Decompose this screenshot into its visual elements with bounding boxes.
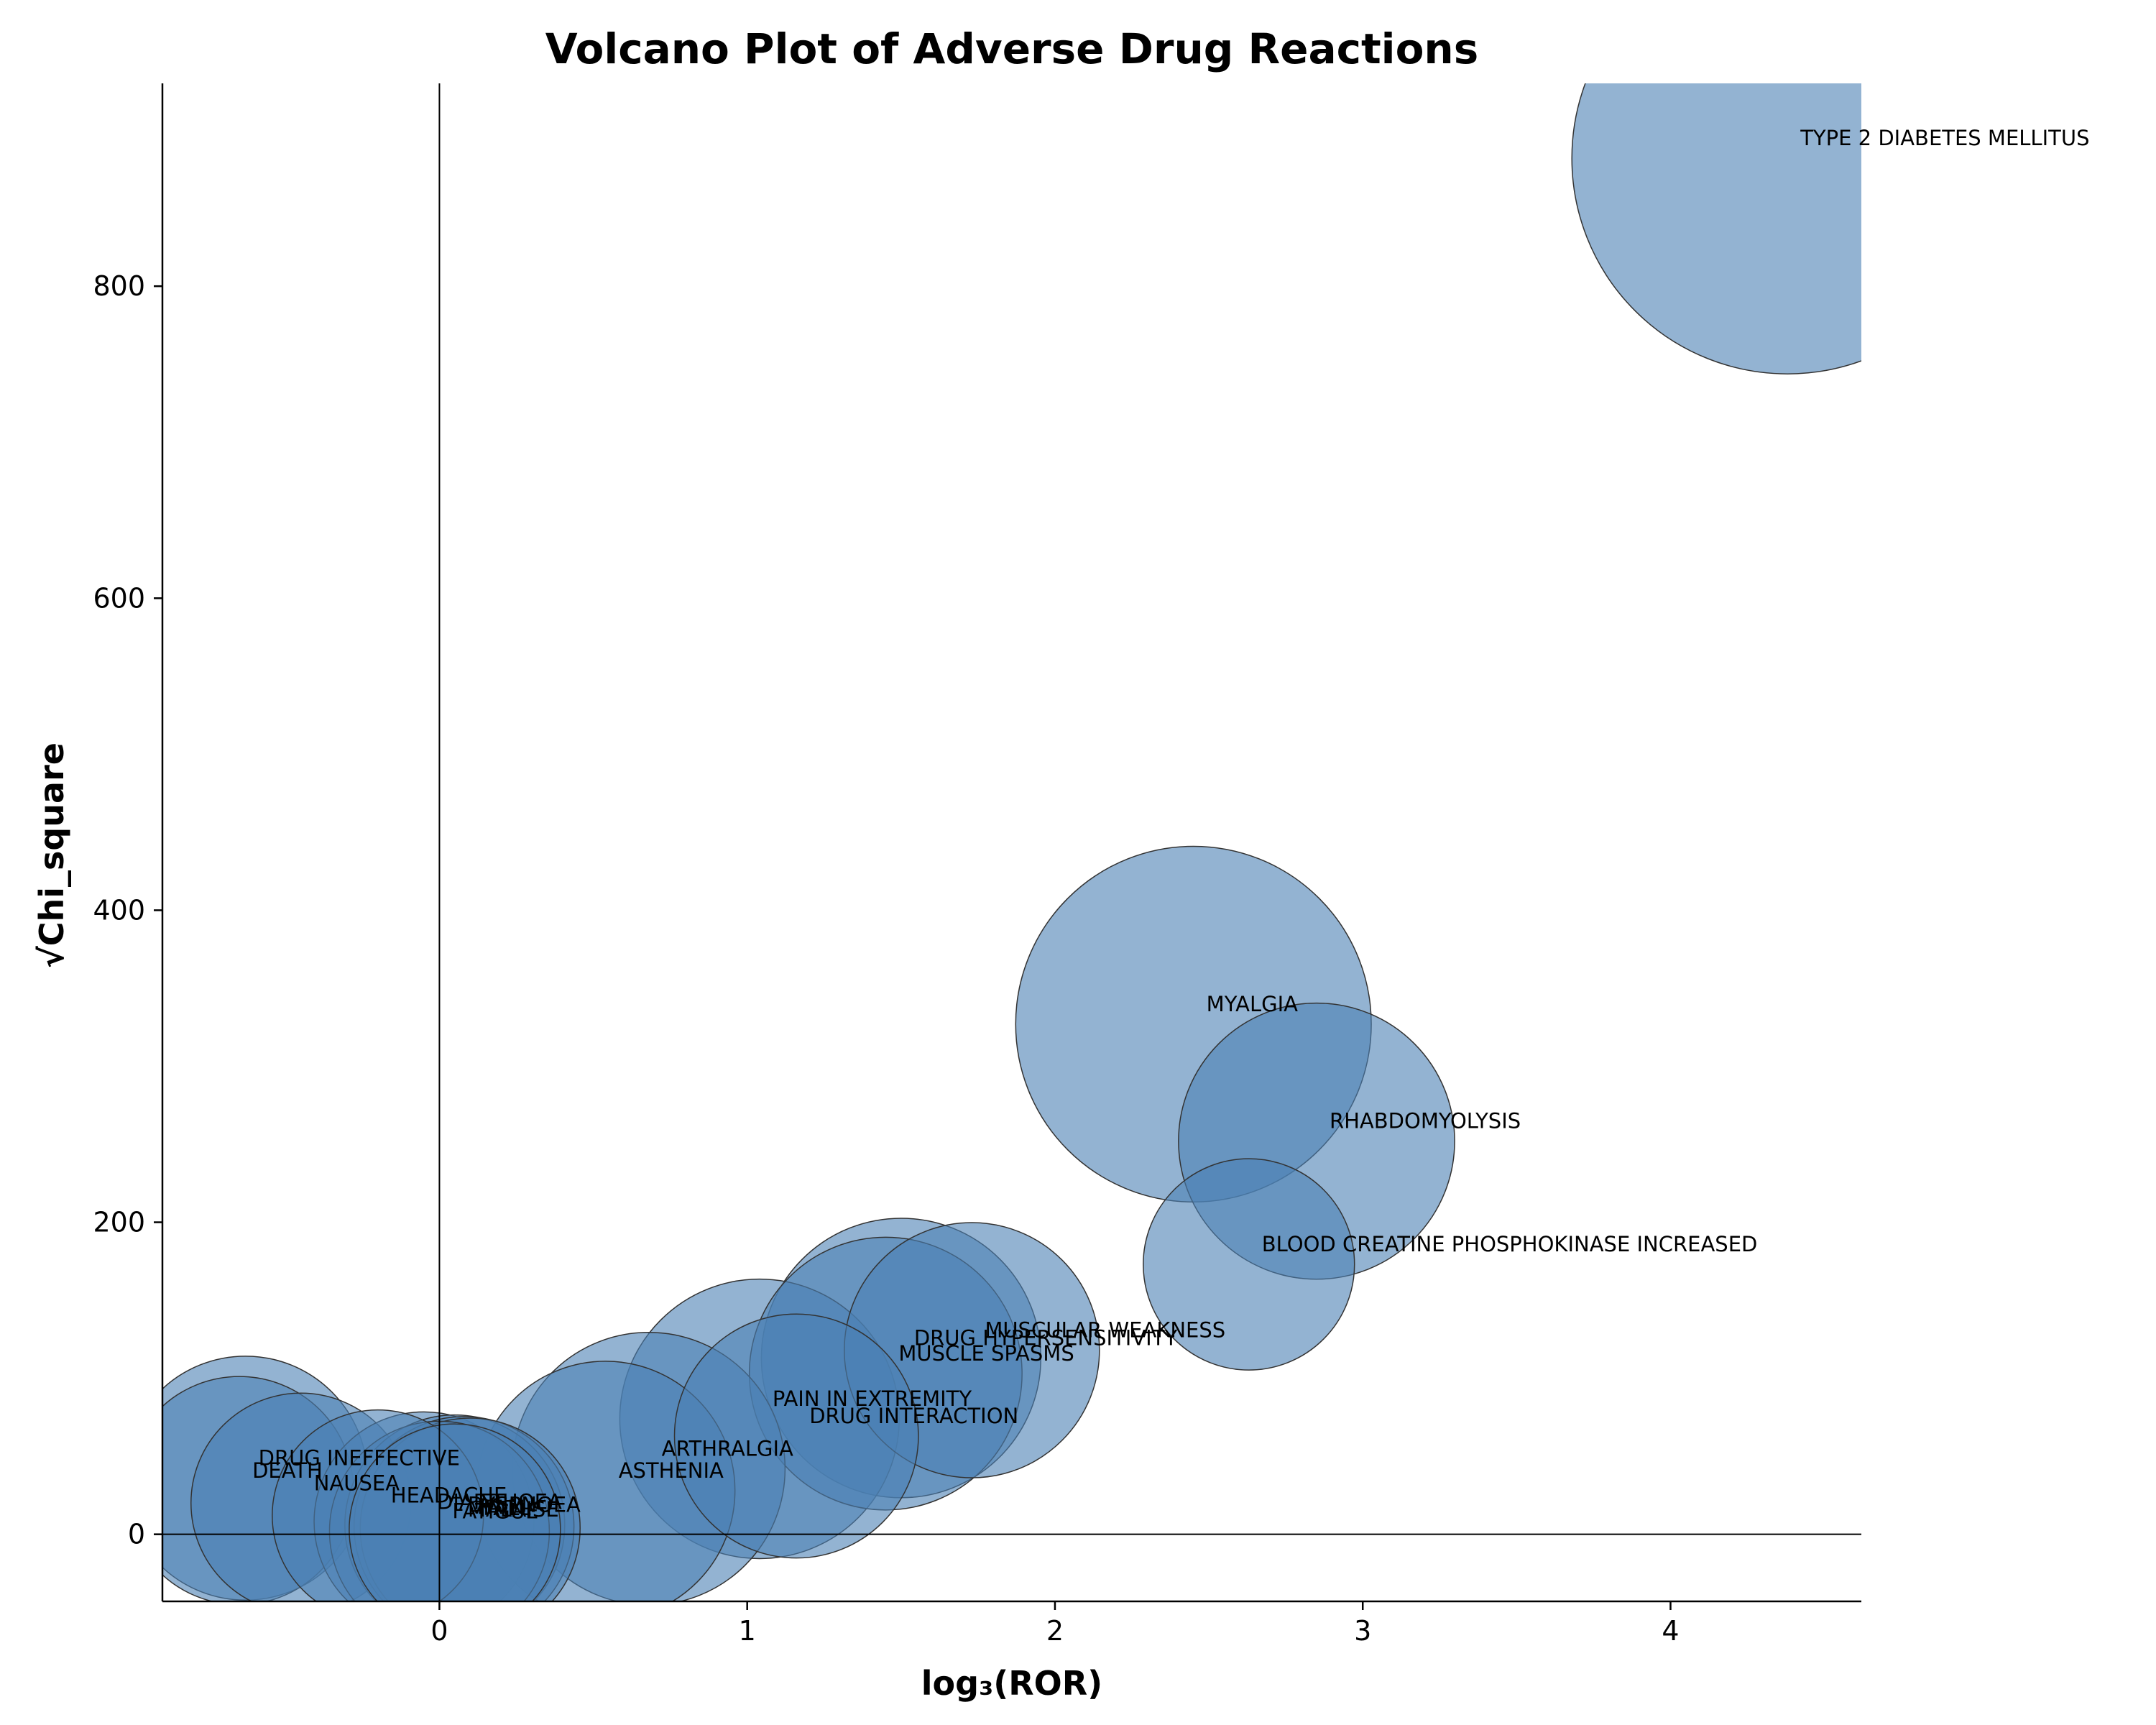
point-label: NAUSEA xyxy=(314,1471,400,1495)
point-label: MUSCULAR WEAKNESS xyxy=(985,1318,1225,1343)
y-tick-label: 600 xyxy=(93,582,145,614)
point-label: HEADACHE xyxy=(391,1484,507,1508)
point-label: DIARRHOEA xyxy=(437,1489,562,1514)
x-tick-label: 2 xyxy=(1046,1615,1064,1647)
point-type-2-diabetes-mellitus xyxy=(1571,83,1861,374)
point-label: ASTHENIA xyxy=(619,1458,724,1483)
point-malaise xyxy=(349,1423,561,1601)
point-label: FATIGUE xyxy=(452,1499,538,1523)
point-label: MYALGIA xyxy=(1207,992,1299,1016)
axes-layer: 0 1 2 3 4 0 200 400 600 800 xyxy=(93,83,1861,1647)
x-tick-label: 4 xyxy=(1662,1615,1679,1647)
point-label: PAIN xyxy=(477,1494,525,1519)
x-tick-label: 3 xyxy=(1354,1615,1371,1647)
point-label: ARTHRALGIA xyxy=(662,1436,793,1460)
y-tick-label: 400 xyxy=(93,894,145,926)
point-label: FALL xyxy=(483,1496,530,1520)
x-axis-label: log₃(ROR) xyxy=(921,1664,1102,1703)
chart-title: Volcano Plot of Adverse Drug Reactions xyxy=(545,24,1478,73)
x-tick-label: 1 xyxy=(739,1615,756,1647)
y-tick-label: 200 xyxy=(93,1207,145,1238)
point-label: PAIN IN EXTREMITY xyxy=(773,1386,972,1411)
point-label: MUSCLE SPASMS xyxy=(898,1341,1074,1366)
x-tick-label: 0 xyxy=(430,1615,448,1647)
point-label: MALAISE xyxy=(468,1497,559,1522)
point-drug-interaction xyxy=(673,1313,919,1559)
point-label: DRUG INTERACTION xyxy=(809,1404,1018,1428)
point-label: DRUG INEFFECTIVE xyxy=(259,1446,460,1471)
point-label: DRUG HYPERSENSITIVITY xyxy=(914,1325,1178,1350)
point-labels-layer: TYPE 2 DIABETES MELLITUS MYALGIA RHABDOMYO… xyxy=(252,126,2089,1523)
y-tick-label: 0 xyxy=(128,1519,145,1550)
y-axis-label: √Chi_square xyxy=(32,742,71,968)
point-label: TYPE 2 DIABETES MELLITUS xyxy=(1800,126,2089,150)
point-label: DEATH xyxy=(252,1458,323,1483)
points-layer xyxy=(162,83,1861,1601)
point-label: DYSPNOEA xyxy=(468,1493,581,1517)
point-label: RHABDOMYOLYSIS xyxy=(1330,1109,1521,1133)
point-blood-creatine-phosphokinase-increased xyxy=(1143,1158,1355,1371)
y-tick-label: 800 xyxy=(93,270,145,302)
point-label: BLOOD CREATINE PHOSPHOKINASE INCREASED xyxy=(1262,1232,1758,1256)
